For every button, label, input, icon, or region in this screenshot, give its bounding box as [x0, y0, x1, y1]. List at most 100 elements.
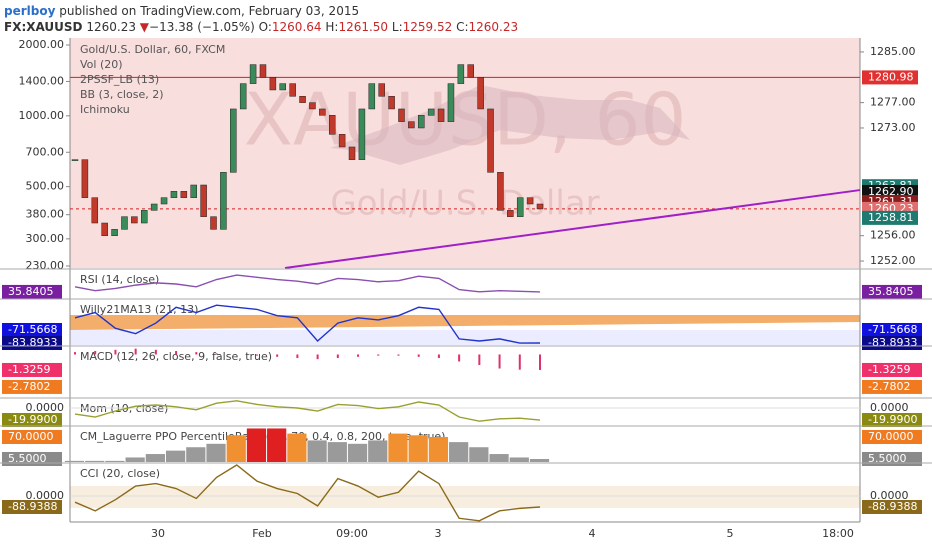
rank-bar — [287, 433, 307, 462]
value-badge-label: -1.3259 — [868, 363, 910, 376]
pane-label: RSI (14, close) — [80, 273, 159, 286]
rank-bar — [408, 435, 428, 462]
ichimoku-cloud — [330, 85, 720, 165]
candle — [427, 108, 435, 116]
rank-bar — [226, 435, 246, 462]
author: perlboy — [4, 4, 56, 18]
candle — [190, 184, 197, 198]
y-tick-label: 0.0000 — [26, 401, 65, 414]
price-badge-label: 1262.90 — [868, 185, 914, 198]
l-val: 1259.52 — [403, 20, 453, 34]
rank-bar — [125, 457, 145, 462]
candle — [230, 108, 237, 173]
value-badge-label: -88.9388 — [8, 500, 57, 513]
rank-bar — [85, 460, 105, 462]
indicator-line — [74, 304, 541, 344]
value-badge-label: 5.5000 — [8, 452, 47, 465]
legend-entry: Gold/U.S. Dollar, 60, FXCM — [80, 43, 225, 56]
change: −13.38 (−1.05%) — [149, 20, 255, 34]
indicator-line — [74, 400, 541, 422]
candle — [408, 121, 415, 129]
legend-entry: Ichimoku — [80, 103, 130, 116]
candle — [418, 115, 425, 129]
candle — [131, 216, 138, 224]
hist-bar — [377, 354, 380, 356]
hist-bar — [296, 354, 299, 358]
rank-bar — [186, 447, 206, 462]
candle — [210, 216, 217, 230]
hist-bar — [518, 354, 521, 370]
candle — [447, 83, 455, 122]
o-val: 1260.64 — [272, 20, 322, 34]
rank-bar — [449, 442, 469, 462]
rank-bar — [529, 458, 550, 462]
candle — [348, 146, 356, 160]
hist-bar — [276, 354, 279, 357]
pane-label: CCI (20, close) — [80, 467, 160, 480]
value-badge — [862, 362, 922, 377]
h-val: 1261.50 — [338, 20, 388, 34]
candle — [507, 210, 514, 217]
hist-bar — [94, 350, 97, 355]
legend-entry: 2PSSF_LB (13) — [80, 73, 159, 86]
x-tick-label: Feb — [252, 527, 271, 540]
y-tick-label: 1252.00 — [870, 254, 916, 267]
value-badge-label: -83.8933 — [8, 336, 57, 349]
candle — [269, 77, 277, 91]
price-badge — [862, 70, 918, 85]
value-badge — [862, 429, 922, 444]
candle — [437, 108, 445, 122]
legend-entry: BB (3, close, 2) — [80, 88, 164, 101]
value-badge — [862, 499, 922, 514]
published: published on TradingView.com, February 0… — [59, 4, 359, 18]
header-line1: perlboy published on TradingView.com, Fe… — [4, 4, 359, 18]
rank-bar — [267, 428, 287, 462]
candle — [160, 197, 168, 205]
value-badge — [2, 284, 62, 299]
candle — [299, 96, 306, 103]
candle — [150, 203, 158, 211]
l-key: L: — [392, 20, 403, 34]
value-badge — [2, 429, 62, 444]
legend-entry: Vol (20) — [80, 58, 123, 71]
hist-bar — [175, 350, 178, 355]
value-badge — [2, 362, 62, 377]
c-key: C: — [456, 20, 468, 34]
rank-bar — [206, 443, 226, 462]
x-tick-label: 09:00 — [336, 527, 368, 540]
hist-bar — [255, 354, 258, 356]
price-badge-label: 1258.81 — [868, 211, 914, 224]
hist-bar — [195, 352, 198, 355]
candle — [319, 108, 326, 116]
rank-bar — [368, 440, 388, 462]
rank-bar — [64, 460, 85, 462]
price-pane — [70, 38, 860, 268]
value-badge-label: 35.8405 — [868, 285, 914, 298]
y2-tick-label: 300.00 — [26, 232, 65, 245]
x-tick-label: 3 — [435, 527, 442, 540]
rank-bar — [509, 457, 529, 462]
value-badge-label: -2.7802 — [8, 380, 50, 393]
candle — [358, 108, 366, 160]
hist-bar — [498, 354, 501, 369]
rank-bar — [327, 442, 347, 462]
rank-bar — [145, 454, 165, 462]
hist-bar — [458, 354, 461, 362]
value-badge — [2, 323, 62, 338]
candle — [487, 108, 494, 173]
rank-bar — [307, 440, 327, 462]
candle — [526, 197, 534, 205]
pane-label: MACD (12, 26, close, 9, false, true) — [80, 350, 272, 363]
candle — [180, 191, 188, 198]
candle — [259, 64, 267, 78]
rank-bar — [165, 450, 186, 462]
hist-bar — [539, 354, 541, 370]
candle — [477, 77, 484, 110]
candle — [170, 191, 178, 198]
o-key: O: — [259, 20, 272, 34]
hist-bar — [215, 353, 218, 355]
willy-zone — [70, 330, 860, 345]
value-badge-label: 35.8405 — [8, 285, 54, 298]
y-tick-label: 0.0000 — [870, 401, 909, 414]
